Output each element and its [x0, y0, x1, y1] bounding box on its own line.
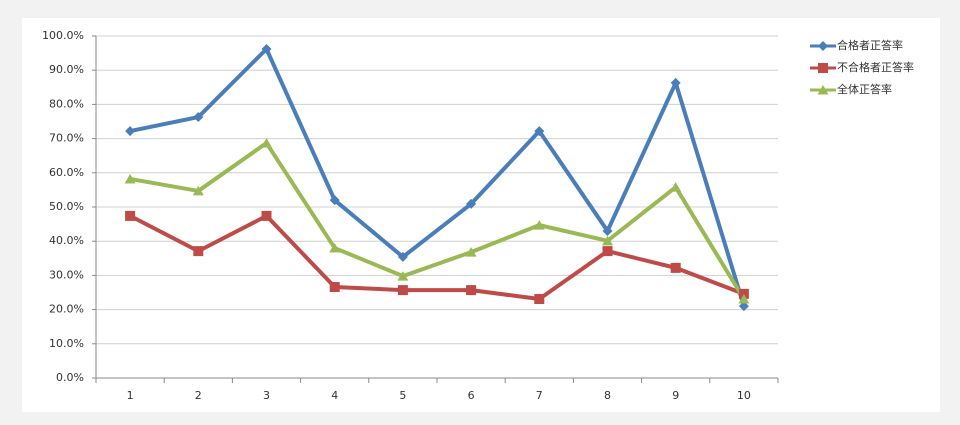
data-point	[670, 77, 681, 88]
data-point	[534, 126, 545, 137]
y-tick-label: 90.0%	[49, 63, 84, 76]
data-point	[602, 246, 613, 257]
legend-label: 合格者正答率	[837, 38, 903, 52]
x-tick-label: 2	[195, 389, 202, 402]
x-tick-label: 3	[263, 389, 270, 402]
data-point	[125, 126, 136, 137]
x-tick-label: 6	[468, 389, 475, 402]
y-tick-label: 100.0%	[42, 29, 84, 42]
x-tick-label: 1	[127, 389, 134, 402]
data-point	[533, 220, 545, 230]
chart-area	[22, 18, 940, 412]
legend-marker	[817, 85, 829, 95]
data-point	[670, 182, 682, 192]
y-tick-label: 50.0%	[49, 200, 84, 213]
series-line	[129, 141, 746, 301]
x-tick-label: 7	[536, 389, 543, 402]
legend-marker	[818, 41, 828, 51]
data-point	[261, 138, 272, 148]
data-point	[738, 293, 750, 304]
legend-marker	[818, 63, 828, 73]
series-line	[129, 46, 746, 307]
data-point	[602, 225, 613, 236]
data-point	[329, 282, 340, 293]
data-point	[670, 262, 681, 273]
data-point	[192, 185, 204, 196]
data-point	[397, 285, 408, 296]
x-tick-label: 10	[737, 389, 751, 402]
data-point	[738, 288, 749, 299]
data-point	[261, 43, 272, 54]
data-point	[534, 293, 545, 304]
x-tick-label: 9	[672, 389, 679, 402]
y-tick-label: 30.0%	[49, 268, 84, 281]
y-tick-label: 0.0%	[56, 371, 84, 384]
data-point	[466, 198, 477, 209]
series-line	[129, 213, 745, 301]
data-point	[124, 173, 136, 184]
data-point	[261, 210, 272, 221]
y-tick-label: 80.0%	[49, 97, 84, 110]
x-tick-label: 8	[604, 389, 611, 402]
data-point	[193, 112, 204, 123]
x-tick-label: 4	[331, 389, 338, 402]
data-point	[466, 285, 477, 296]
y-tick-label: 10.0%	[49, 337, 84, 350]
y-tick-label: 70.0%	[49, 132, 84, 145]
data-point	[125, 210, 136, 221]
x-tick-label: 5	[399, 389, 406, 402]
data-point	[602, 235, 613, 246]
legend-label: 不合格者正答率	[837, 60, 914, 74]
data-point	[397, 271, 409, 281]
y-tick-label: 60.0%	[49, 166, 84, 179]
data-point	[738, 301, 749, 312]
y-tick-label: 40.0%	[49, 234, 84, 247]
data-point	[193, 246, 204, 257]
legend-label: 全体正答率	[837, 82, 892, 96]
y-tick-label: 20.0%	[49, 303, 84, 316]
data-point	[329, 243, 341, 253]
data-point	[329, 195, 340, 206]
data-point	[465, 247, 477, 257]
data-point	[397, 251, 408, 262]
